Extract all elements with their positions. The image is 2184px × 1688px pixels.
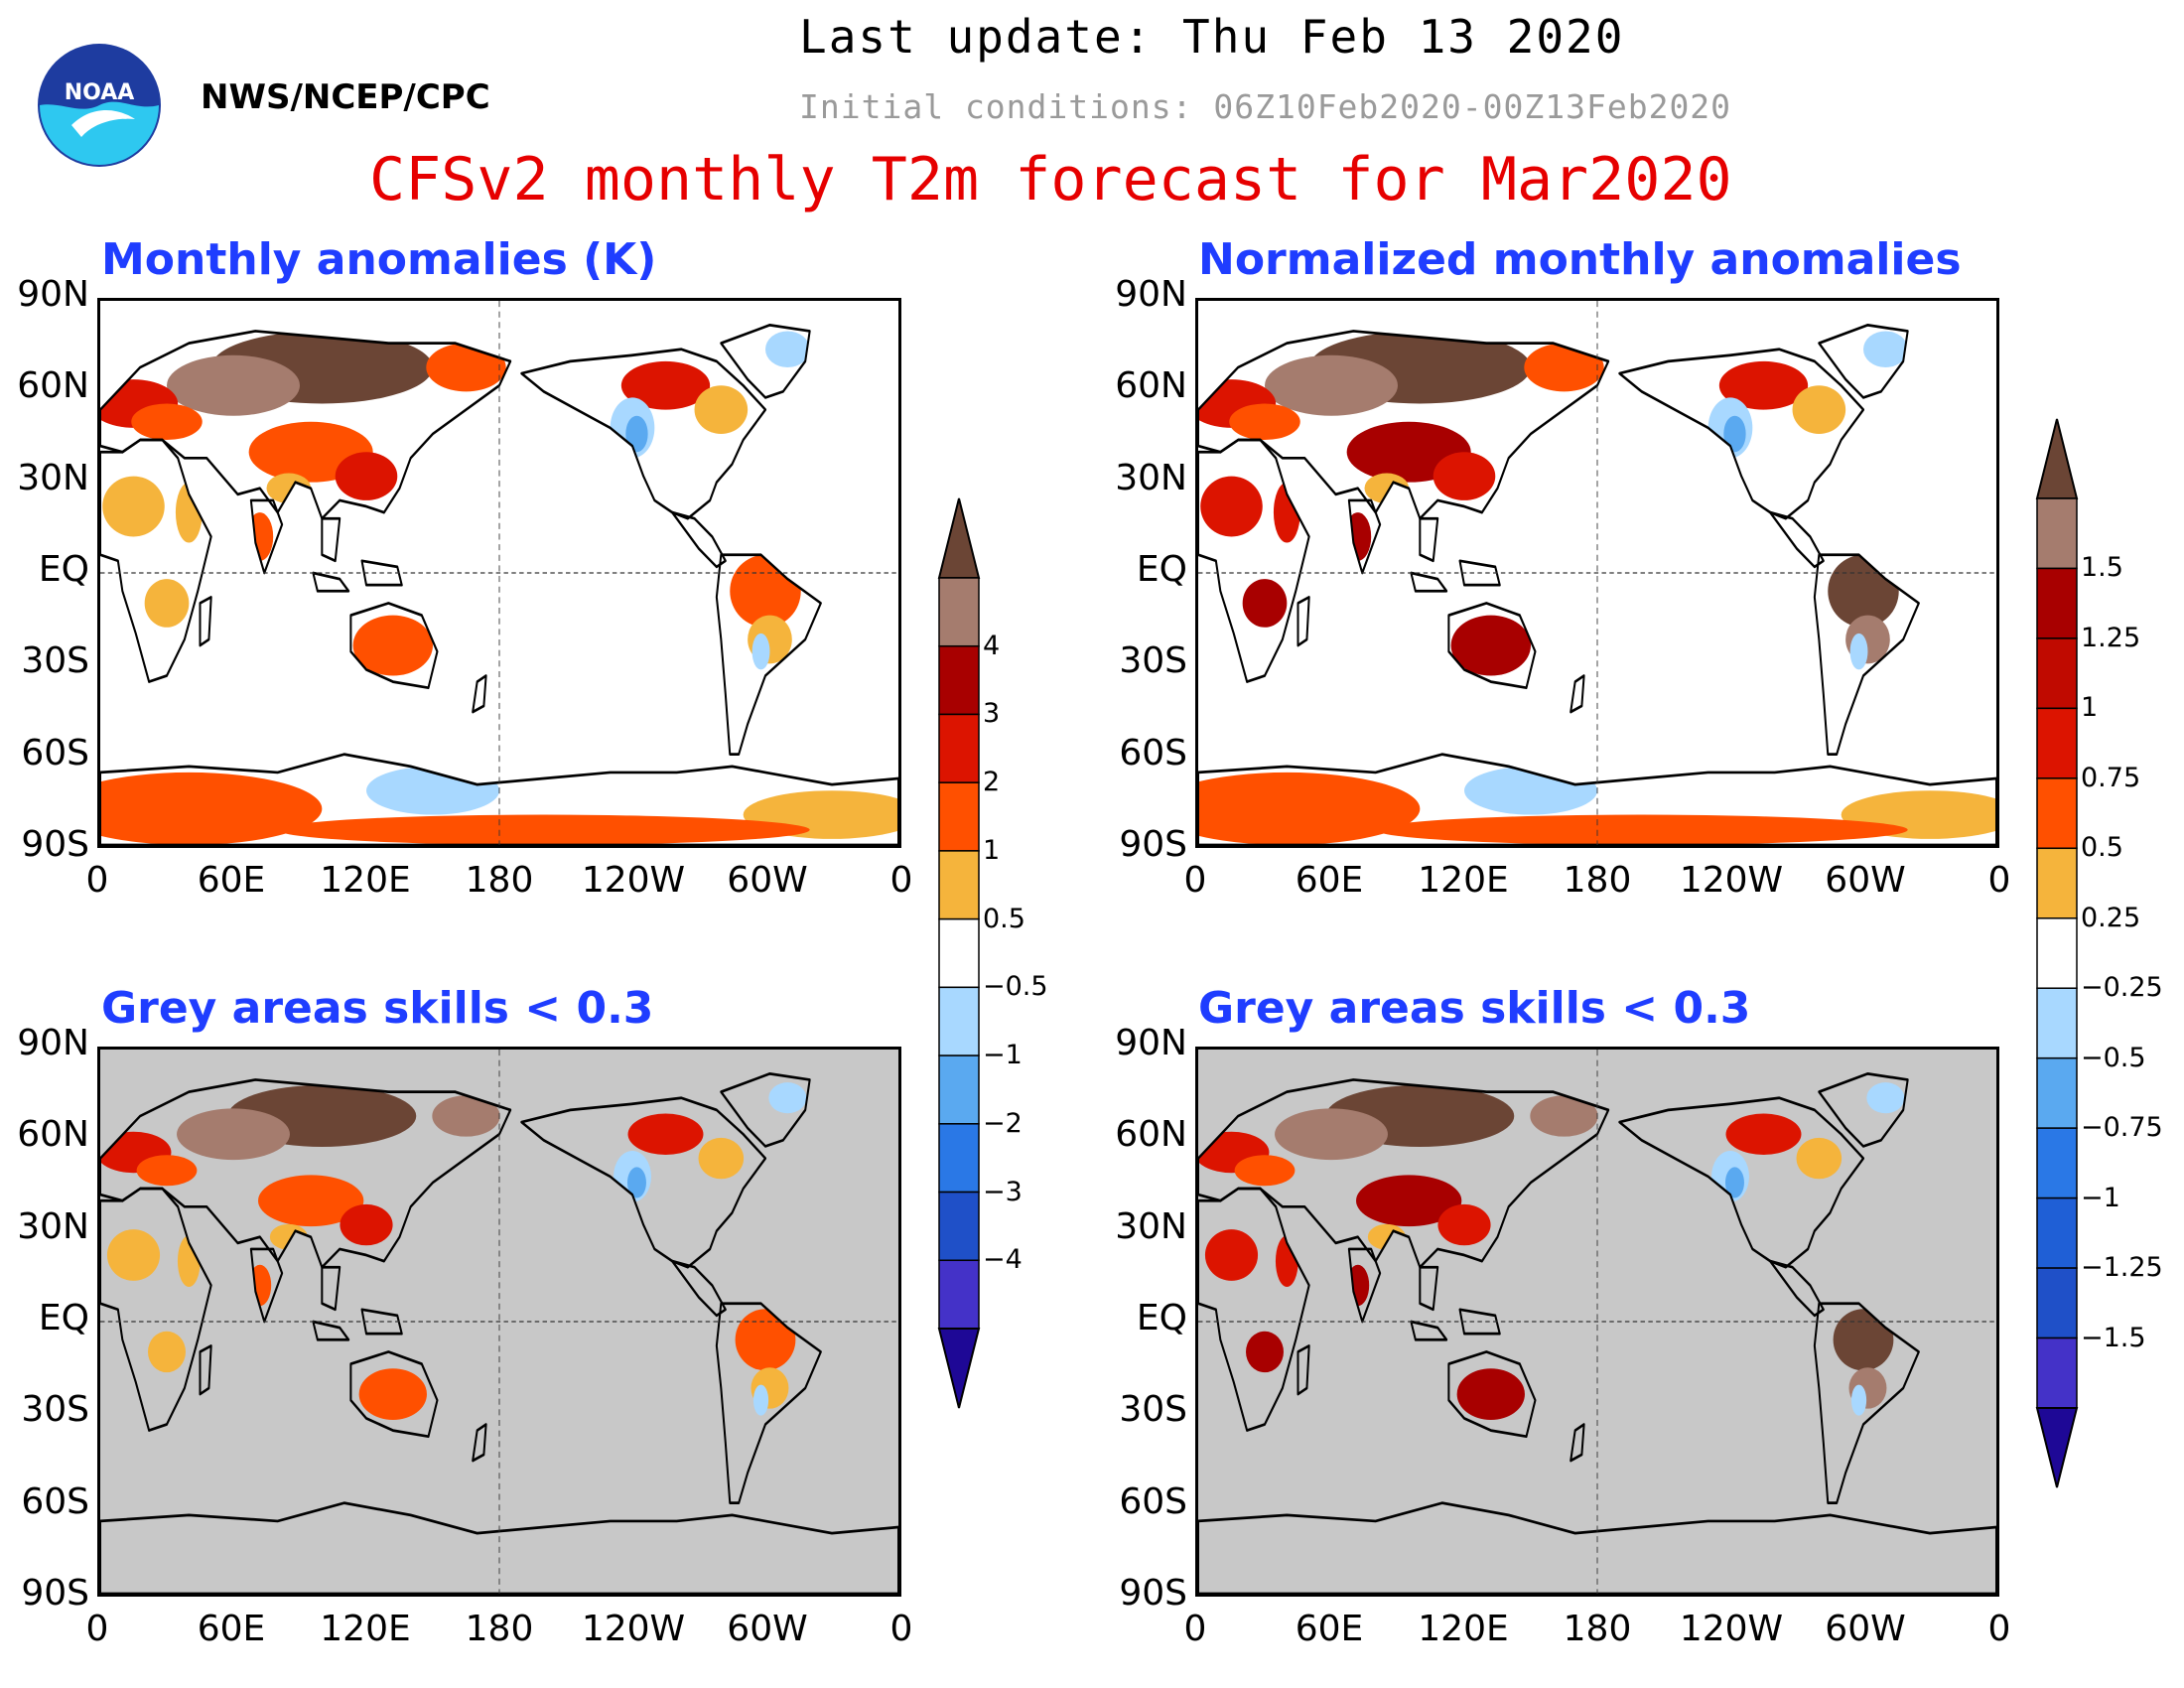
colorbar-tick-label: 2 [983, 767, 1001, 798]
lon-tick-label: 60W [1825, 860, 1906, 901]
lon-tick-label: 0 [1183, 860, 1207, 901]
lat-tick-label: 90N [17, 274, 89, 315]
lat-tick-label: EQ [38, 1298, 89, 1338]
map-skill-anomalies [97, 1047, 901, 1597]
lat-tick-label: 60S [1119, 1480, 1187, 1522]
colorbar-tick-label: 1 [2081, 692, 2099, 724]
lon-tick-label: 0 [1183, 1609, 1207, 1649]
colorbar-tick-label: −0.75 [2081, 1112, 2163, 1144]
colorbar-tick-label: 0.25 [2081, 902, 2141, 933]
colorbar-tick-label: 4 [983, 630, 1001, 661]
lon-tick-label: 120W [1679, 860, 1784, 901]
lat-tick-label: 30S [1119, 1389, 1187, 1431]
colorbar-tick-label: −0.25 [2081, 972, 2163, 1004]
lat-tick-label: 60S [21, 732, 89, 774]
lon-tick-label: 0 [1987, 860, 2011, 901]
map-canvas [100, 301, 898, 845]
colorbar-tick-label: 0.75 [2081, 762, 2141, 793]
panel-title-normalized: Normalized monthly anomalies [1198, 234, 1962, 285]
colorbar-tick-label: −1 [2081, 1182, 2120, 1213]
lon-tick-label: 120W [581, 1609, 686, 1649]
last-update: Last update: Thu Feb 13 2020 [799, 10, 1625, 64]
lat-tick-label: 30N [17, 457, 89, 498]
colorbar-tick-label: 3 [983, 698, 1001, 730]
colorbar-anomaly [937, 497, 981, 1409]
colorbar-tick-label: −1.5 [2081, 1322, 2146, 1353]
lon-tick-label: 0 [85, 860, 109, 901]
lon-tick-label: 60W [1825, 1609, 1906, 1649]
colorbar-tick-label: 1 [983, 834, 1001, 866]
lat-tick-label: 30N [1115, 1205, 1187, 1247]
lon-tick-label: 60W [727, 1609, 808, 1649]
map-canvas [1198, 1050, 1996, 1594]
panel-title-skill-left: Grey areas skills < 0.3 [101, 983, 654, 1034]
colorbar-tick-label: −1 [983, 1040, 1023, 1071]
colorbar-tick-label: −2 [983, 1107, 1023, 1139]
lon-tick-label: 60E [197, 1609, 266, 1649]
lat-tick-label: 90N [17, 1023, 89, 1063]
colorbar-tick-label: 0.5 [2081, 832, 2123, 864]
lat-tick-label: 90S [21, 1573, 89, 1614]
map-normalized-anomalies [1195, 298, 1999, 848]
lat-tick-label: 90N [1115, 274, 1187, 315]
lat-tick-label: 30S [21, 1389, 89, 1431]
lon-tick-label: 0 [1987, 1609, 2011, 1649]
lat-tick-label: 60N [17, 1114, 89, 1156]
colorbar-tick-label: 1.25 [2081, 622, 2141, 653]
lon-tick-label: 0 [889, 860, 913, 901]
map-monthly-anomalies [97, 298, 901, 848]
colorbar-normalized [2035, 418, 2079, 1488]
lon-tick-label: 120W [581, 860, 686, 901]
lon-tick-label: 180 [465, 1609, 534, 1649]
lat-tick-label: 90S [21, 824, 89, 865]
colorbar-tick-label: −3 [983, 1176, 1023, 1207]
lat-tick-label: 30N [1115, 457, 1187, 498]
lon-tick-label: 120E [320, 860, 411, 901]
lon-tick-label: 60E [1295, 860, 1364, 901]
lon-tick-label: 0 [889, 1609, 913, 1649]
lat-tick-label: 60N [17, 365, 89, 407]
agency-label: NWS/NCEP/CPC [201, 77, 490, 117]
lon-tick-label: 180 [465, 860, 534, 901]
noaa-logo: NOAA [38, 44, 161, 167]
lat-tick-label: EQ [1136, 1298, 1187, 1338]
colorbar-tick-label: 1.5 [2081, 552, 2123, 584]
lat-tick-label: 90N [1115, 1023, 1187, 1063]
colorbar-tick-label: −1.25 [2081, 1252, 2163, 1284]
lon-tick-label: 180 [1563, 1609, 1632, 1649]
lat-tick-label: 60N [1115, 1114, 1187, 1156]
lat-tick-label: 60S [21, 1480, 89, 1522]
page-title: CFSv2 monthly T2m forecast for Mar2020 [369, 145, 1732, 214]
lon-tick-label: 60W [727, 860, 808, 901]
lat-tick-label: 60S [1119, 732, 1187, 774]
lat-tick-label: 30S [1119, 640, 1187, 682]
logo-text: NOAA [65, 80, 135, 105]
lon-tick-label: 60E [197, 860, 266, 901]
lat-tick-label: 90S [1119, 1573, 1187, 1614]
colorbar-tick-label: 0.5 [983, 903, 1025, 934]
colorbar-tick-label: −0.5 [983, 971, 1048, 1003]
lon-tick-label: 120E [320, 1609, 411, 1649]
panel-title-skill-right: Grey areas skills < 0.3 [1198, 983, 1751, 1034]
lat-tick-label: 30S [21, 640, 89, 682]
lon-tick-label: 0 [85, 1609, 109, 1649]
lat-tick-label: EQ [1136, 549, 1187, 590]
panel-title-anomalies: Monthly anomalies (K) [101, 234, 657, 285]
lon-tick-label: 60E [1295, 1609, 1364, 1649]
colorbar-tick-label: −4 [983, 1244, 1023, 1276]
lat-tick-label: 90S [1119, 824, 1187, 865]
initial-conditions: Initial conditions: 06Z10Feb2020-00Z13Fe… [799, 87, 1732, 126]
lon-tick-label: 120W [1679, 1609, 1784, 1649]
colorbar-tick-label: −0.5 [2081, 1042, 2146, 1073]
lat-tick-label: EQ [38, 549, 89, 590]
map-skill-normalized [1195, 1047, 1999, 1597]
map-canvas [1198, 301, 1996, 845]
lon-tick-label: 120E [1418, 1609, 1509, 1649]
lon-tick-label: 120E [1418, 860, 1509, 901]
lat-tick-label: 30N [17, 1205, 89, 1247]
lon-tick-label: 180 [1563, 860, 1632, 901]
map-canvas [100, 1050, 898, 1594]
lat-tick-label: 60N [1115, 365, 1187, 407]
